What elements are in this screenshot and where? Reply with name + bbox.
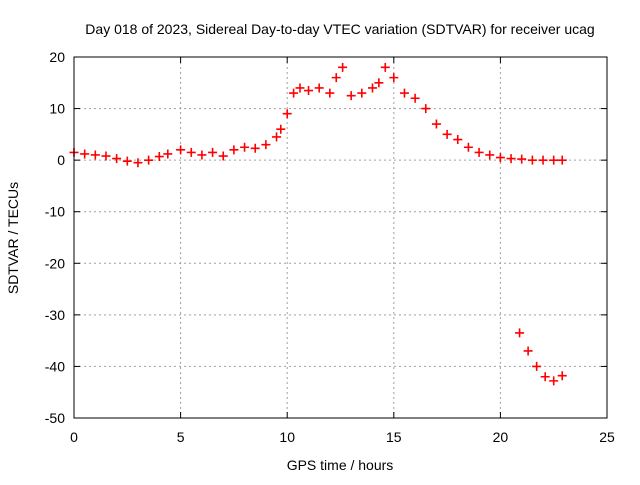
data-point	[154, 152, 164, 162]
data-point	[282, 109, 292, 119]
y-tick-labels: 20 10 0 -10 -20 -30 -40 -50	[45, 49, 65, 426]
data-point	[331, 73, 341, 83]
data-point	[240, 142, 250, 152]
x-tick-label: 5	[177, 429, 185, 445]
data-point	[261, 140, 271, 150]
x-tick-label: 20	[493, 429, 509, 445]
data-point	[463, 142, 473, 152]
data-point	[374, 78, 384, 88]
data-point	[410, 93, 420, 103]
data-point	[357, 88, 367, 98]
data-point	[532, 361, 542, 371]
data-point	[229, 145, 239, 155]
data-point	[485, 150, 495, 160]
data-point	[506, 154, 516, 164]
data-point	[540, 372, 550, 382]
x-tick-labels: 0 5 10 15 20 25	[70, 429, 615, 445]
tick-layer	[73, 56, 608, 419]
grid-layer	[74, 57, 607, 418]
data-point	[101, 151, 111, 161]
x-tick-label: 10	[279, 429, 295, 445]
data-point	[112, 154, 122, 164]
y-axis-label: SDTVAR / TECUs	[5, 182, 21, 294]
data-point	[186, 147, 196, 157]
x-tick-label: 25	[599, 429, 615, 445]
x-axis-label: GPS time / hours	[287, 457, 394, 473]
data-point	[295, 83, 305, 93]
data-point	[346, 91, 356, 101]
data-point	[442, 129, 452, 139]
data-point	[538, 155, 548, 165]
y-tick-label: -40	[45, 358, 65, 374]
data-point	[197, 150, 207, 160]
data-point	[325, 88, 335, 98]
data-point	[90, 150, 100, 160]
data-point	[380, 62, 390, 72]
y-tick-label: -50	[45, 410, 65, 426]
data-point	[399, 88, 409, 98]
data-point	[517, 154, 527, 164]
data-point	[133, 158, 143, 168]
data-point	[367, 83, 377, 93]
data-point	[289, 88, 299, 98]
data-point	[557, 155, 567, 165]
data-point	[474, 147, 484, 157]
data-point	[218, 151, 228, 161]
y-tick-label: 20	[49, 49, 65, 65]
data-point	[389, 73, 399, 83]
data-point	[176, 145, 186, 155]
data-point	[80, 149, 90, 159]
data-point	[272, 132, 282, 142]
y-tick-label: -10	[45, 204, 65, 220]
data-point	[421, 104, 431, 114]
data-point	[431, 119, 441, 129]
data-point	[549, 155, 559, 165]
plot-frame	[73, 56, 608, 419]
chart-title: Day 018 of 2023, Sidereal Day-to-day VTE…	[85, 21, 594, 37]
data-point	[208, 147, 218, 157]
data-point	[527, 155, 537, 165]
data-point	[122, 156, 132, 166]
data-point	[523, 346, 533, 356]
y-tick-label: -30	[45, 307, 65, 323]
data-point	[515, 328, 525, 338]
data-marks	[69, 62, 567, 386]
data-point	[163, 149, 173, 159]
data-point	[557, 371, 567, 381]
data-point	[453, 135, 463, 145]
data-point	[338, 62, 348, 72]
data-point	[276, 124, 286, 134]
data-point	[304, 86, 314, 96]
x-tick-label: 15	[386, 429, 402, 445]
y-tick-label: 10	[49, 101, 65, 117]
data-point	[250, 143, 260, 153]
data-point	[144, 155, 154, 165]
y-tick-label: -20	[45, 255, 65, 271]
data-point	[314, 83, 324, 93]
x-tick-label: 0	[70, 429, 78, 445]
y-tick-label: 0	[57, 152, 65, 168]
data-point	[495, 153, 505, 163]
data-point	[549, 376, 559, 386]
